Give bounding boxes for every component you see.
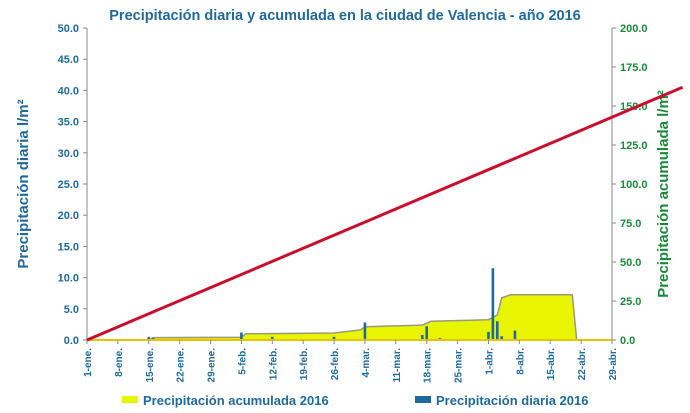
y2-tick-label: 100.0 <box>620 179 648 191</box>
legend-swatch-daily <box>415 396 431 403</box>
accumulated-area <box>87 294 578 341</box>
y2-tick-label: 25.0 <box>620 296 641 308</box>
daily-bar <box>270 336 274 340</box>
y-tick-label: 30.0 <box>58 148 79 160</box>
x-tick-label: 29-ene. <box>207 348 218 383</box>
daily-bar <box>425 326 429 340</box>
x-tick-label: 15-ene. <box>145 348 156 383</box>
y2-axis-label: Precipitación acumulada l/m² <box>655 90 672 298</box>
x-tick-label: 22-ene. <box>176 348 187 383</box>
x-tick-label: 25-mar. <box>454 348 465 383</box>
x-tick-label: 11-mar. <box>392 348 403 383</box>
y2-tick-label: 125.0 <box>620 140 648 152</box>
y2-tick-label: 50.0 <box>620 257 641 269</box>
legend-label-daily: Precipitación diaria 2016 <box>436 393 588 408</box>
daily-bar <box>513 330 517 340</box>
daily-bar <box>500 336 504 340</box>
x-tick-label: 22-abr. <box>577 348 588 380</box>
y2-tick-label: 200.0 <box>620 23 648 35</box>
y-tick-label: 20.0 <box>58 210 79 222</box>
x-tick-label: 8-abr. <box>515 348 526 375</box>
legend-label-accumulated: Precipitación acumulada 2016 <box>143 393 329 408</box>
y-tick-label: 0.0 <box>64 335 79 347</box>
y-tick-label: 50.0 <box>58 23 79 35</box>
x-tick-label: 1-ene. <box>83 348 94 377</box>
daily-bar <box>332 336 336 340</box>
y2-tick-label: 0.0 <box>620 335 635 347</box>
y-tick-label: 15.0 <box>58 241 79 253</box>
y-tick-label: 45.0 <box>58 54 79 66</box>
daily-bar <box>240 332 243 340</box>
y-tick-label: 35.0 <box>58 117 79 129</box>
y-tick-label: 10.0 <box>58 273 79 285</box>
daily-bar <box>363 322 367 340</box>
trend-line <box>86 85 684 342</box>
x-tick-label: 12-feb. <box>268 348 279 380</box>
daily-bar <box>495 321 499 340</box>
x-tick-label: 15-abr. <box>546 348 557 380</box>
x-tick-label: 5-feb. <box>237 348 248 375</box>
x-tick-label: 18-mar. <box>423 348 434 383</box>
y-tick-label: 40.0 <box>58 85 79 97</box>
daily-bar <box>487 331 490 340</box>
x-tick-label: 29-abr. <box>608 348 619 380</box>
x-tick-label: 26-feb. <box>330 348 341 380</box>
y-tick-label: 5.0 <box>64 304 79 316</box>
x-tick-label: 8-ene. <box>114 348 125 377</box>
daily-bar <box>147 336 151 340</box>
y-tick-label: 25.0 <box>58 179 79 191</box>
y2-tick-label: 75.0 <box>620 218 641 230</box>
chart-title: Precipitación diaria y acumulada en la c… <box>109 8 580 24</box>
daily-bar <box>420 335 424 340</box>
x-tick-label: 19-feb. <box>299 348 310 380</box>
x-tick-label: 4-mar. <box>361 348 372 378</box>
daily-bar <box>491 268 495 340</box>
legend-swatch-accumulated <box>122 396 138 403</box>
y2-tick-label: 175.0 <box>620 62 648 74</box>
x-tick-label: 1-abr. <box>484 348 495 375</box>
y-axis-label: Precipitación diaria l/m² <box>15 99 32 268</box>
